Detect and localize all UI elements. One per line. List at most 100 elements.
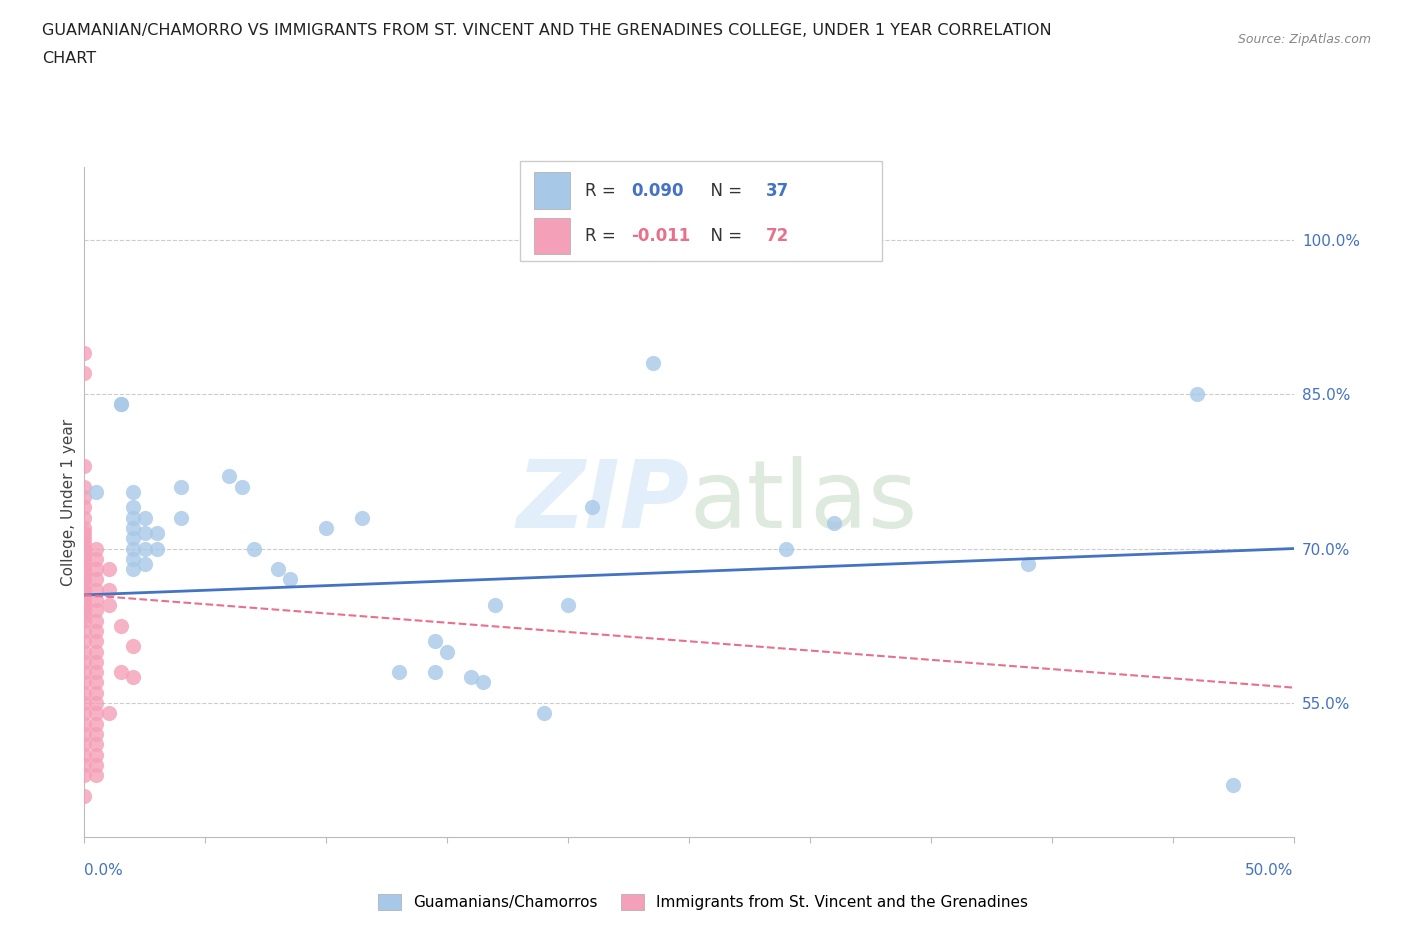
Point [73,696,96,711]
Point [146,541,169,556]
Point [73,608,96,623]
Text: atlas: atlas [689,457,917,548]
Text: Source: ZipAtlas.com: Source: ZipAtlas.com [1237,33,1371,46]
Point [472,675,495,690]
Point [73,582,96,597]
Point [73,345,96,360]
Point [1185,387,1208,402]
Point [73,546,96,561]
Point [73,536,96,551]
Point [73,655,96,670]
Point [1222,778,1244,793]
Text: -0.011: -0.011 [631,227,690,245]
Point [121,511,143,525]
Point [388,665,411,680]
Bar [534,172,571,209]
Point [423,665,446,680]
Text: CHART: CHART [42,51,96,66]
Point [73,757,96,772]
Point [86,716,108,731]
Point [170,479,193,494]
Point [121,500,143,515]
Legend: Guamanians/Chamorros, Immigrants from St. Vincent and the Grenadines: Guamanians/Chamorros, Immigrants from St… [371,886,1035,918]
Point [218,469,240,484]
Point [134,511,156,525]
Point [86,696,108,711]
Point [73,644,96,659]
Point [86,562,108,577]
Point [110,665,132,680]
Text: 50.0%: 50.0% [1246,863,1294,878]
Text: R =: R = [585,227,621,245]
Point [73,716,96,731]
Point [73,541,96,556]
Point [86,582,108,597]
Point [73,747,96,762]
Point [86,655,108,670]
Point [73,479,96,494]
Point [242,541,264,556]
Text: R =: R = [585,182,621,200]
Point [73,598,96,613]
Point [121,670,143,684]
Point [73,366,96,381]
Point [86,726,108,741]
Point [121,521,143,536]
Point [436,644,458,659]
Point [134,556,156,571]
Point [86,623,108,638]
Point [315,521,337,536]
Point [97,562,120,577]
Point [267,562,290,577]
Point [73,525,96,540]
Point [1017,556,1039,571]
Point [121,485,143,499]
Point [73,768,96,783]
FancyBboxPatch shape [520,161,883,261]
Point [73,588,96,603]
Point [73,572,96,587]
Point [73,578,96,592]
Point [73,675,96,690]
Point [352,511,374,525]
Point [86,675,108,690]
Point [278,572,301,587]
Text: GUAMANIAN/CHAMORRO VS IMMIGRANTS FROM ST. VINCENT AND THE GRENADINES COLLEGE, UN: GUAMANIAN/CHAMORRO VS IMMIGRANTS FROM ST… [42,23,1052,38]
Text: ZIP: ZIP [516,457,689,548]
Point [121,551,143,566]
Text: 37: 37 [766,182,790,200]
Point [73,551,96,566]
Text: 0.090: 0.090 [631,182,683,200]
Point [86,644,108,659]
Point [86,757,108,772]
Point [86,541,108,556]
Point [73,562,96,577]
Point [73,737,96,751]
Point [97,706,120,721]
Point [73,706,96,721]
Point [86,603,108,618]
Point [231,479,253,494]
Point [775,541,797,556]
Point [73,511,96,525]
Point [86,768,108,783]
Point [110,397,132,412]
Point [86,572,108,587]
Point [86,706,108,721]
Point [86,737,108,751]
Point [73,567,96,582]
Point [86,613,108,628]
Point [73,665,96,680]
Point [86,485,108,499]
Point [73,458,96,473]
Point [146,525,169,540]
Point [170,511,193,525]
Point [557,598,579,613]
Point [73,521,96,536]
Point [86,634,108,649]
Point [121,639,143,654]
Point [73,531,96,546]
Point [73,489,96,504]
Point [121,541,143,556]
Point [86,747,108,762]
